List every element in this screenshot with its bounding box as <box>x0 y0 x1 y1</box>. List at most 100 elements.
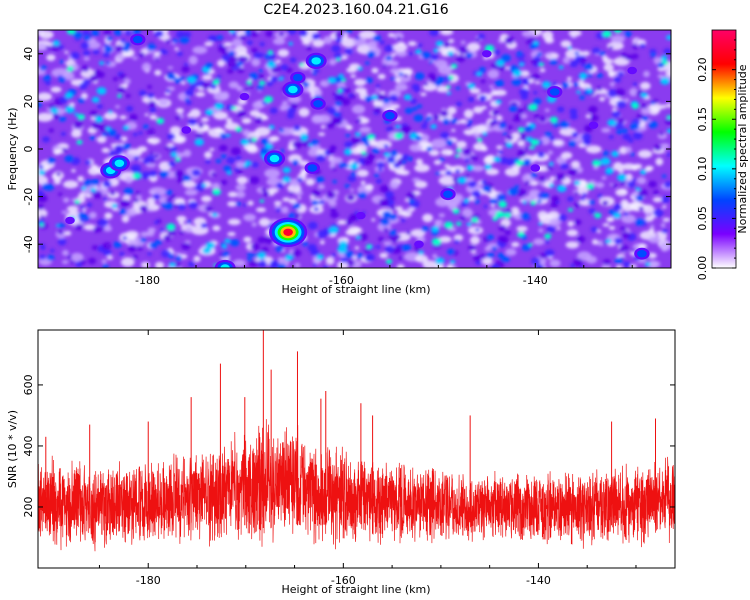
heatmap-speckle-dark <box>124 30 132 36</box>
heatmap-speckle-blue <box>587 88 593 93</box>
heatmap-speckle-blue <box>316 254 324 261</box>
heatmap-speckle-dark <box>289 191 294 196</box>
heatmap-speckle-light <box>607 217 613 221</box>
heatmap-speckle-blue <box>446 91 452 95</box>
heatmap-speckle-blue <box>64 92 73 99</box>
heatmap-speckle-light <box>122 194 131 201</box>
heatmap-speckle-light <box>354 87 368 94</box>
heatmap-speckle-light <box>412 177 421 183</box>
heatmap-speckle-light <box>415 158 423 165</box>
heatmap-speckle-blue <box>498 201 507 208</box>
heatmap-speckle-dark <box>569 60 578 68</box>
heatmap-speckle-blue <box>107 129 117 137</box>
heatmap-speckle-light <box>183 149 192 158</box>
heatmap-speckle-light <box>258 217 271 227</box>
heatmap-speckle-blue <box>117 94 122 98</box>
heatmap-speckle-blue <box>599 51 606 57</box>
heatmap-speckle-light <box>585 145 602 154</box>
heatmap-speckle-dark <box>631 53 639 60</box>
heatmap-speckle-dark <box>480 180 487 185</box>
heatmap-speckle-blue <box>455 86 461 91</box>
heatmap-speckle-light <box>638 243 648 249</box>
heatmap-speckle-blue <box>592 159 601 167</box>
heatmap-speckle-light <box>533 238 545 246</box>
heatmap-speckle-light <box>345 124 353 131</box>
heatmap-speckle-light <box>101 259 107 264</box>
heatmap-speckle-blue <box>156 117 165 125</box>
heatmap-speckle-blue <box>544 131 552 138</box>
heatmap-speckle-blue <box>205 62 213 69</box>
heatmap-speckle-dark <box>608 135 614 139</box>
heatmap-speckle-light <box>204 41 214 47</box>
heatmap-speckle-blue <box>173 77 182 84</box>
heatmap-speckle-blue <box>76 139 83 145</box>
heatmap-speckle-dark <box>120 199 130 207</box>
heatmap-speckle-light <box>415 254 429 263</box>
heatmap-speckle-dark <box>348 213 358 222</box>
heatmap-speckle-dark <box>544 249 555 257</box>
heatmap-speckle-light <box>471 124 489 134</box>
heatmap-speckle-dark <box>311 32 321 40</box>
heatmap-speckle-dark <box>506 134 514 141</box>
heatmap-speckle-blue <box>553 123 559 128</box>
heatmap-speckle-dark <box>580 58 587 64</box>
heatmap-speckle-dark <box>57 238 67 246</box>
heatmap-speckle-dark <box>440 110 449 117</box>
heatmap-speckle-dark <box>328 149 335 155</box>
heatmap-speckle-blue <box>383 152 391 158</box>
heatmap-speckle-dark <box>580 55 586 59</box>
heatmap-speckle-blue <box>113 30 123 36</box>
heatmap-speckle-light <box>155 261 165 268</box>
heatmap-speckle-dark <box>429 30 439 37</box>
heatmap-speckle-blue <box>463 198 470 203</box>
heatmap-speckle-dark <box>397 246 403 251</box>
heatmap-speckle-blue <box>334 76 343 84</box>
heatmap-speckle-dark <box>250 243 260 251</box>
heatmap-speckle-dark <box>185 100 192 106</box>
heatmap-speckle-dark <box>133 198 139 203</box>
heatmap-speckle-blue <box>279 149 285 153</box>
heatmap-speckle-blue <box>64 105 75 114</box>
heatmap-speckle-light <box>409 143 423 152</box>
heatmap-speckle-blue <box>544 233 552 239</box>
heatmap-speckle-blue <box>434 80 443 87</box>
heatmap-speckle-light <box>434 219 441 225</box>
heatmap-speckle-dark <box>408 51 413 56</box>
heatmap-speckle-light <box>267 187 279 194</box>
heatmap-speckle-blue <box>454 154 460 158</box>
heatmap-speckle-blue <box>336 58 341 62</box>
heatmap-speckle-light <box>388 32 395 38</box>
heatmap-speckle-blue <box>78 97 85 103</box>
snr-panel: -180 -160 -140 200 400 600 Height of straight… <box>6 329 676 596</box>
heatmap-speckle-blue <box>448 75 454 80</box>
heatmap-speckle-blue <box>494 79 504 87</box>
heatmap-speckle-dark <box>592 47 601 55</box>
spectrogram-ytick-label: -40 <box>22 235 35 253</box>
heatmap-speckle-light <box>460 40 466 45</box>
heatmap-speckle-blue <box>168 253 175 259</box>
heatmap-speckle-light <box>207 86 221 94</box>
heatmap-hotspot <box>307 164 318 172</box>
heatmap-speckle-light <box>624 98 630 103</box>
heatmap-speckle-light <box>549 259 561 268</box>
heatmap-speckle-light <box>391 43 408 52</box>
heatmap-speckle-blue <box>415 135 422 141</box>
heatmap-speckle-blue <box>616 129 623 135</box>
heatmap-speckle-dark <box>548 136 556 141</box>
heatmap-speckle-blue <box>660 55 668 61</box>
heatmap-speckle-dark <box>469 155 478 162</box>
snr-xtick-label: -140 <box>526 574 551 587</box>
heatmap-hotspot <box>313 100 323 108</box>
heatmap-speckle-dark <box>430 54 439 61</box>
heatmap-speckle-dark <box>398 256 404 260</box>
heatmap-speckle-light <box>62 180 79 189</box>
heatmap-speckle-blue <box>282 176 291 183</box>
heatmap-speckle-dark <box>410 98 418 105</box>
spectrogram-ytick-label: -20 <box>22 188 35 206</box>
heatmap-speckle-dark <box>551 195 560 202</box>
heatmap-speckle-blue <box>102 263 109 268</box>
heatmap-speckle-blue <box>650 101 655 105</box>
heatmap-speckle-blue <box>509 105 518 112</box>
heatmap-speckle-light <box>119 115 127 120</box>
heatmap-speckle-dark <box>315 154 326 162</box>
